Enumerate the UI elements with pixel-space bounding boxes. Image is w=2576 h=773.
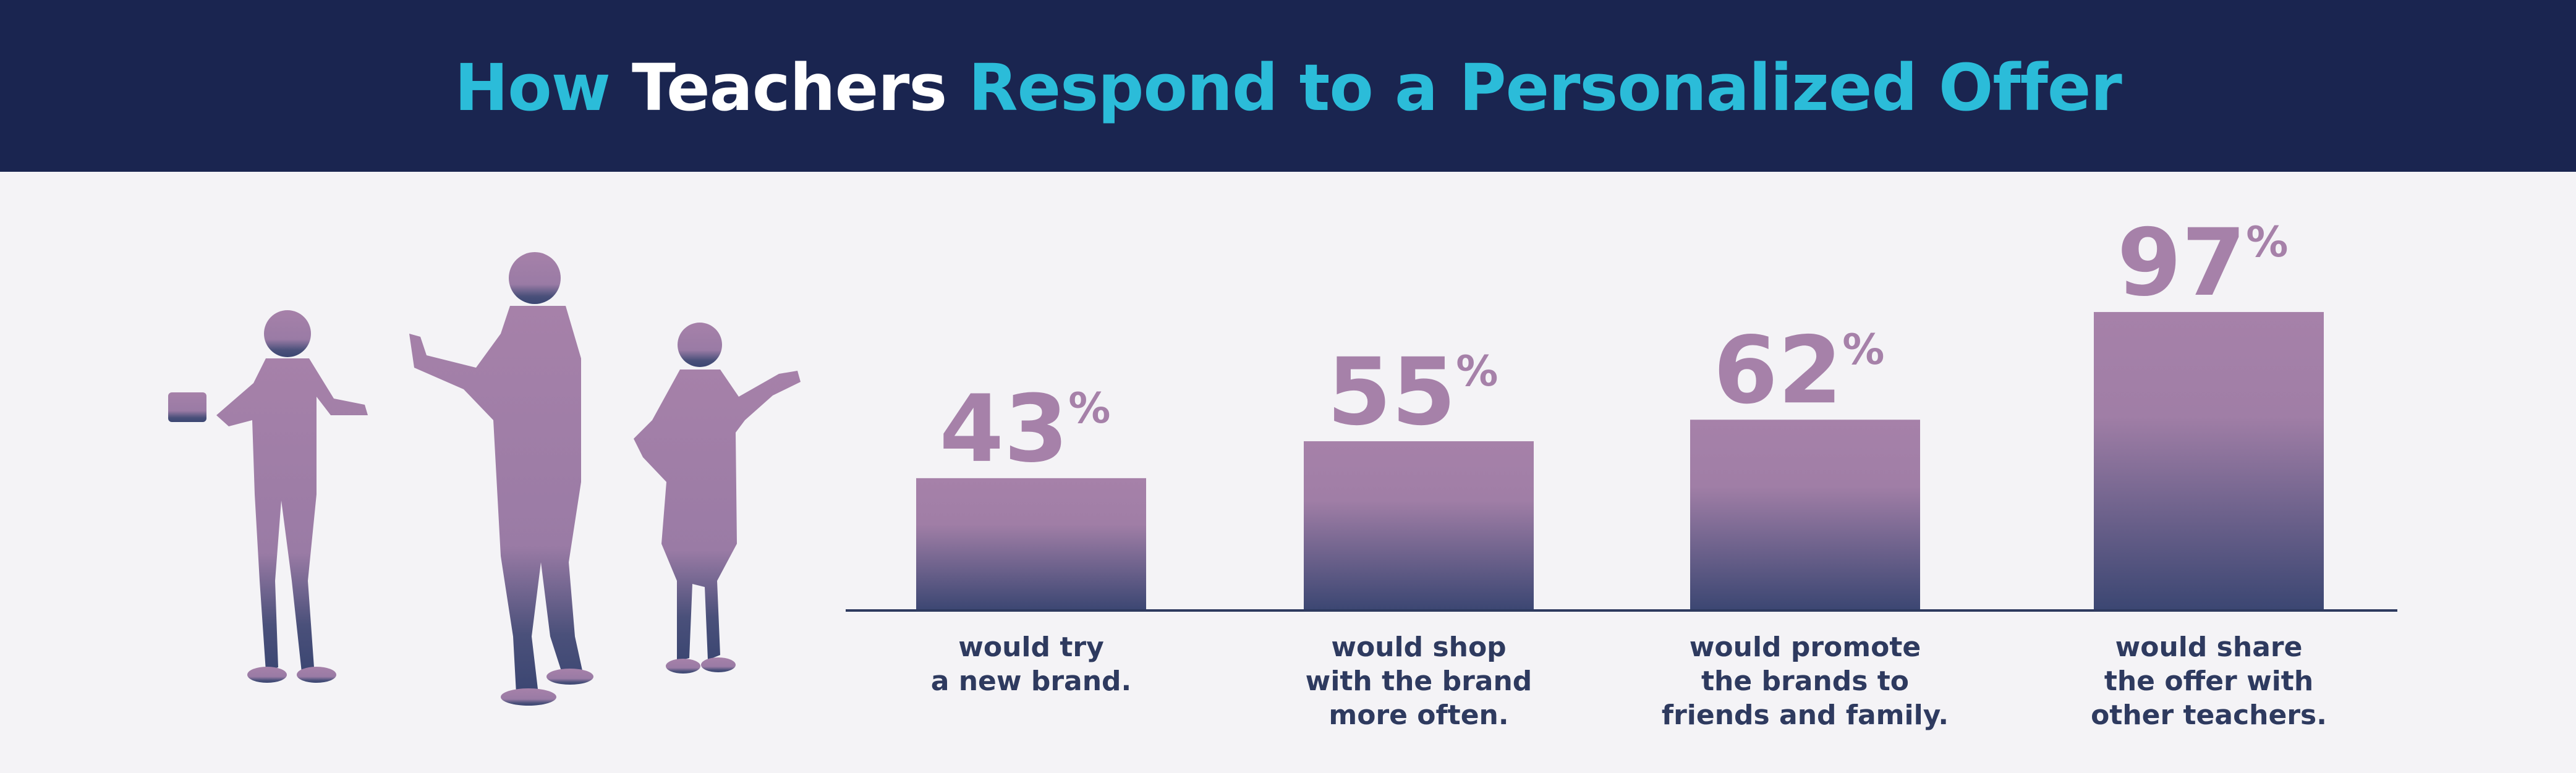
category-label-2: would shop with the brand more often.: [1306, 631, 1532, 731]
category-label-2-line-2: with the brand: [1306, 665, 1532, 697]
teacher-silhouette-1: [168, 310, 368, 683]
title-part-2: Teachers: [632, 50, 947, 125]
title-part-1: How: [454, 50, 632, 125]
value-number-2: 55: [1327, 339, 1456, 446]
value-label-1: 43%: [940, 376, 1111, 483]
teacher-silhouette-2: [409, 252, 593, 706]
bar-1: [916, 478, 1146, 610]
value-unit-4: %: [2246, 218, 2288, 267]
bar-2: [1304, 441, 1534, 610]
category-label-3-line-2: the brands to: [1701, 665, 1909, 697]
header-banner: How Teachers Respond to a Personalized O…: [0, 0, 2576, 172]
category-label-4: would share the offer with other teachers.: [2091, 631, 2327, 731]
teacher-silhouettes-icon: [168, 252, 801, 706]
bar-4: [2094, 311, 2324, 610]
bars-layer: 43% would try a new brand. 55% would shop wit…: [916, 209, 2327, 731]
category-label-1-line-1: would try: [958, 631, 1104, 663]
value-number-4: 97: [2117, 209, 2247, 317]
category-label-4-line-1: would share: [2115, 631, 2303, 663]
title-part-3: Respond to a Personalized Offer: [946, 50, 2122, 125]
category-label-1-line-2: a new brand.: [931, 665, 1132, 697]
category-label-2-line-1: would shop: [1331, 631, 1506, 663]
value-label-3: 62%: [1714, 317, 1885, 425]
bar-3: [1690, 420, 1920, 610]
value-number-1: 43: [940, 376, 1069, 483]
category-label-2-line-3: more often.: [1328, 699, 1508, 731]
category-label-3: would promote the brands to friends and fa…: [1662, 631, 1949, 731]
value-unit-3: %: [1842, 326, 1884, 374]
category-label-3-line-1: would promote: [1690, 631, 1921, 663]
category-label-4-line-2: the offer with: [2104, 665, 2313, 697]
category-label-3-line-3: friends and family.: [1662, 699, 1949, 731]
teacher-silhouette-3: [634, 323, 801, 674]
category-label-4-line-3: other teachers.: [2091, 699, 2327, 731]
page-title: How Teachers Respond to a Personalized O…: [454, 50, 2122, 125]
value-number-3: 62: [1714, 317, 1843, 425]
value-label-2: 55%: [1327, 339, 1498, 446]
value-label-4: 97%: [2117, 209, 2289, 317]
value-unit-1: %: [1068, 384, 1110, 433]
value-unit-2: %: [1456, 347, 1498, 396]
category-label-1: would try a new brand.: [931, 631, 1132, 697]
